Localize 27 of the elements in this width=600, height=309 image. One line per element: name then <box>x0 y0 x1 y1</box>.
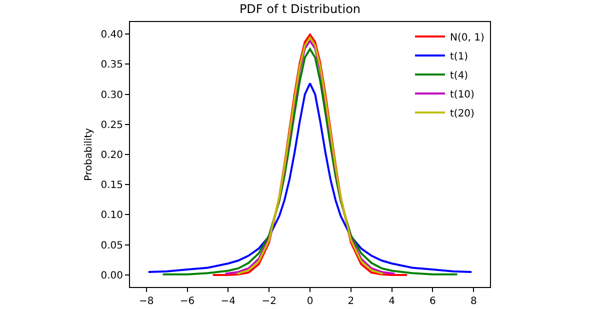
legend-label: N(0, 1) <box>450 32 484 44</box>
y-tick-label: 0.25 <box>100 120 123 131</box>
x-tick-label: −8 <box>138 296 154 307</box>
y-axis-title: Probability <box>84 128 95 181</box>
y-tick-label: 0.30 <box>100 90 123 101</box>
y-tick-label: 0.15 <box>100 180 123 192</box>
line-series <box>147 82 473 273</box>
y-tick-label: 0.10 <box>100 210 123 222</box>
x-tick-label: −6 <box>180 296 195 307</box>
x-tick-label: 2 <box>348 296 354 307</box>
y-tick-label: 0.05 <box>100 240 123 252</box>
y-tick-label: 0.20 <box>100 150 123 161</box>
x-tick-label: 8 <box>470 296 477 307</box>
x-tick-label: 6 <box>430 296 436 307</box>
legend-label: t(1) <box>450 51 468 62</box>
x-tick-label: 4 <box>388 296 396 307</box>
line-series <box>212 34 408 276</box>
x-tick-label: −4 <box>220 296 236 307</box>
legend-label: t(4) <box>450 70 468 82</box>
x-tick-label: −2 <box>262 296 276 307</box>
x-tick-label: 0 <box>306 296 314 307</box>
legend-label: t(10) <box>450 89 475 100</box>
y-tick-label: 0.40 <box>100 30 123 41</box>
y-tick-label: 0.00 <box>100 270 123 282</box>
legend-label: t(20) <box>450 108 475 120</box>
chart-title: PDF of t Distribution <box>239 2 361 16</box>
y-tick-label: 0.35 <box>100 60 123 71</box>
